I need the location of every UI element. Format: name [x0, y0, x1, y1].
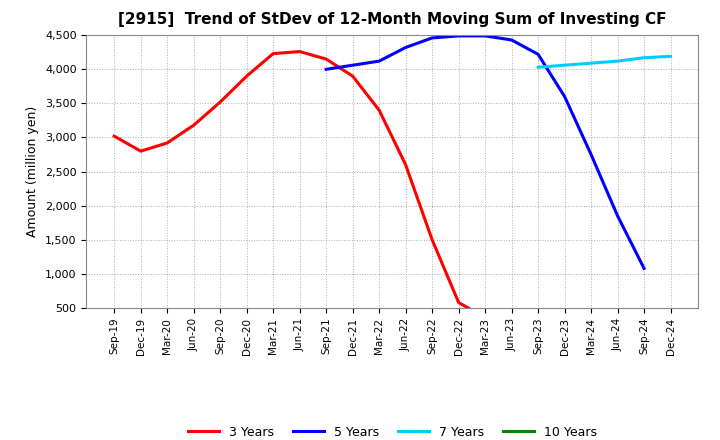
5 Years	[348, 62, 357, 68]
7 Years	[560, 62, 569, 68]
Line: 5 Years: 5 Years	[326, 36, 644, 268]
5 Years	[428, 35, 436, 40]
3 Years	[348, 73, 357, 79]
5 Years	[322, 66, 330, 72]
5 Years	[587, 152, 595, 157]
3 Years	[295, 49, 304, 54]
3 Years	[322, 56, 330, 62]
3 Years	[640, 322, 649, 327]
5 Years	[375, 59, 384, 64]
3 Years	[613, 323, 622, 328]
3 Years	[269, 51, 277, 56]
7 Years	[534, 65, 542, 70]
3 Years	[163, 140, 171, 146]
3 Years	[136, 148, 145, 154]
5 Years	[454, 33, 463, 39]
7 Years	[587, 61, 595, 66]
Line: 7 Years: 7 Years	[538, 56, 670, 67]
3 Years	[189, 123, 198, 128]
3 Years	[375, 107, 384, 113]
3 Years	[428, 237, 436, 242]
Legend: 3 Years, 5 Years, 7 Years, 10 Years: 3 Years, 5 Years, 7 Years, 10 Years	[183, 421, 602, 440]
5 Years	[560, 94, 569, 99]
3 Years	[481, 315, 490, 320]
5 Years	[640, 266, 649, 271]
Title: [2915]  Trend of StDev of 12-Month Moving Sum of Investing CF: [2915] Trend of StDev of 12-Month Moving…	[118, 12, 667, 27]
Y-axis label: Amount (million yen): Amount (million yen)	[27, 106, 40, 237]
3 Years	[401, 162, 410, 167]
3 Years	[243, 73, 251, 79]
5 Years	[613, 213, 622, 219]
3 Years	[534, 321, 542, 326]
3 Years	[110, 133, 119, 139]
3 Years	[508, 320, 516, 325]
5 Years	[481, 33, 490, 39]
3 Years	[454, 300, 463, 305]
3 Years	[587, 323, 595, 328]
Line: 3 Years: 3 Years	[114, 51, 644, 325]
7 Years	[613, 59, 622, 64]
7 Years	[666, 54, 675, 59]
5 Years	[401, 45, 410, 50]
3 Years	[216, 99, 225, 105]
7 Years	[640, 55, 649, 60]
5 Years	[508, 37, 516, 43]
3 Years	[560, 323, 569, 328]
5 Years	[534, 51, 542, 57]
